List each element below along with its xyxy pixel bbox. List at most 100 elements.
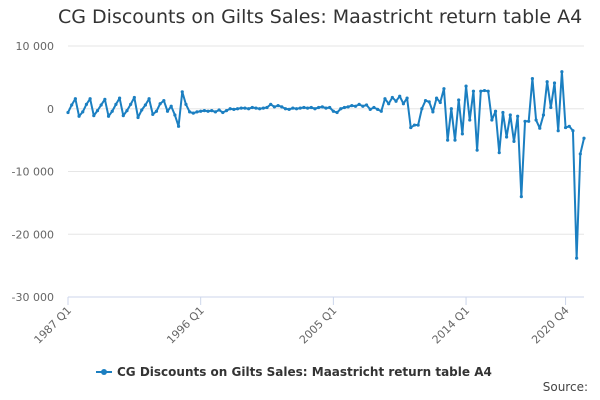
data-point[interactable]	[394, 99, 398, 103]
data-point[interactable]	[563, 125, 568, 130]
data-point[interactable]	[151, 112, 155, 116]
data-point[interactable]	[387, 102, 391, 106]
data-point[interactable]	[118, 96, 122, 100]
data-point[interactable]	[261, 106, 265, 110]
data-point[interactable]	[298, 106, 302, 110]
data-point[interactable]	[291, 106, 295, 110]
data-point[interactable]	[493, 109, 498, 113]
data-point[interactable]	[490, 118, 494, 122]
data-point[interactable]	[199, 109, 203, 113]
data-point[interactable]	[339, 107, 343, 111]
data-point[interactable]	[328, 105, 332, 110]
data-point[interactable]	[66, 110, 70, 115]
data-point[interactable]	[313, 107, 317, 111]
data-point[interactable]	[534, 118, 538, 122]
data-point[interactable]	[232, 107, 236, 111]
data-point[interactable]	[265, 105, 269, 110]
data-point[interactable]	[95, 109, 100, 113]
data-point[interactable]	[224, 109, 229, 113]
data-point[interactable]	[460, 132, 464, 136]
data-point[interactable]	[103, 97, 107, 101]
data-point[interactable]	[427, 100, 431, 104]
data-point[interactable]	[294, 107, 299, 111]
data-point[interactable]	[217, 108, 221, 112]
data-point[interactable]	[188, 110, 192, 114]
data-point[interactable]	[195, 110, 199, 114]
data-point[interactable]	[132, 95, 136, 100]
data-point[interactable]	[147, 97, 151, 101]
data-point[interactable]	[497, 151, 501, 155]
data-point[interactable]	[482, 88, 487, 93]
data-point[interactable]	[409, 125, 413, 130]
data-point[interactable]	[464, 84, 468, 88]
data-point[interactable]	[106, 114, 111, 118]
data-point[interactable]	[376, 107, 380, 111]
data-point[interactable]	[173, 113, 177, 117]
data-point[interactable]	[346, 105, 350, 109]
data-point[interactable]	[305, 106, 310, 110]
data-point[interactable]	[457, 98, 461, 102]
data-point[interactable]	[353, 104, 358, 108]
data-point[interactable]	[221, 110, 225, 115]
data-point[interactable]	[475, 148, 479, 152]
data-point[interactable]	[442, 87, 446, 91]
data-point[interactable]	[81, 110, 85, 114]
data-point[interactable]	[110, 109, 114, 113]
data-point[interactable]	[505, 135, 509, 139]
data-point[interactable]	[582, 136, 586, 140]
data-point[interactable]	[438, 100, 442, 105]
data-point[interactable]	[449, 107, 453, 111]
data-point[interactable]	[247, 107, 251, 111]
data-point[interactable]	[401, 102, 405, 106]
data-point[interactable]	[254, 106, 258, 110]
data-point[interactable]	[84, 102, 89, 106]
data-point[interactable]	[361, 104, 365, 108]
data-point[interactable]	[486, 89, 490, 93]
data-point[interactable]	[364, 103, 369, 107]
data-point[interactable]	[342, 105, 347, 110]
data-point[interactable]	[92, 114, 96, 118]
data-point[interactable]	[121, 114, 125, 118]
data-point[interactable]	[269, 102, 273, 106]
data-point[interactable]	[350, 104, 354, 108]
data-point[interactable]	[512, 139, 516, 143]
data-point[interactable]	[243, 106, 247, 110]
data-point[interactable]	[184, 102, 188, 106]
data-point[interactable]	[434, 96, 439, 100]
data-point[interactable]	[302, 105, 306, 110]
data-point[interactable]	[276, 104, 280, 108]
data-point[interactable]	[530, 77, 535, 81]
data-point[interactable]	[324, 106, 328, 110]
data-point[interactable]	[228, 107, 232, 111]
data-point[interactable]	[191, 111, 195, 115]
data-point[interactable]	[508, 113, 512, 117]
data-point[interactable]	[154, 109, 159, 113]
data-point[interactable]	[114, 102, 118, 106]
data-point[interactable]	[541, 113, 546, 117]
data-point[interactable]	[180, 90, 184, 94]
data-point[interactable]	[538, 126, 542, 130]
data-point[interactable]	[125, 109, 129, 113]
data-point[interactable]	[239, 106, 243, 110]
data-point[interactable]	[140, 108, 144, 112]
data-point[interactable]	[258, 107, 262, 111]
data-point[interactable]	[571, 129, 575, 133]
data-point[interactable]	[575, 256, 579, 260]
data-point[interactable]	[129, 102, 133, 106]
data-point[interactable]	[405, 96, 409, 100]
data-point[interactable]	[73, 97, 77, 101]
legend[interactable]: CG Discounts on Gilts Sales: Maastricht …	[96, 365, 492, 379]
data-point[interactable]	[468, 118, 472, 122]
data-point[interactable]	[552, 81, 557, 85]
data-point[interactable]	[206, 109, 210, 113]
data-point[interactable]	[556, 129, 560, 133]
data-point[interactable]	[398, 94, 402, 98]
series-line[interactable]	[67, 70, 585, 260]
data-point[interactable]	[143, 103, 147, 107]
data-point[interactable]	[379, 109, 383, 113]
data-point[interactable]	[446, 138, 450, 142]
data-point[interactable]	[560, 70, 564, 74]
data-point[interactable]	[77, 114, 81, 118]
data-point[interactable]	[309, 105, 313, 110]
data-point[interactable]	[158, 102, 162, 106]
